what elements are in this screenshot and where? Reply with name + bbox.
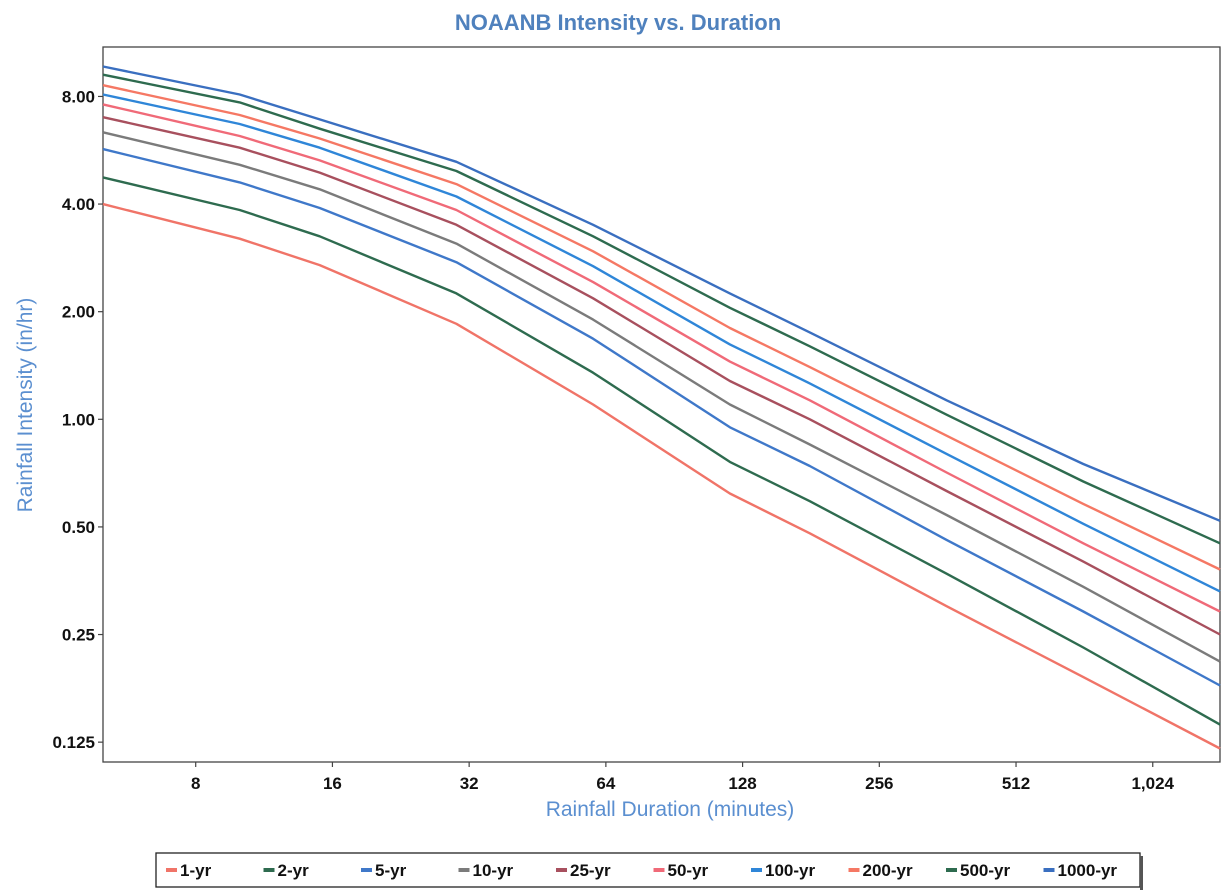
legend-label: 1-yr bbox=[180, 861, 212, 880]
plot-area bbox=[102, 46, 1221, 763]
legend-items: 1-yr 2-yr 5-yr 10-yr 25-yr 50-yr 100-yr 200-yr 5… bbox=[166, 861, 1117, 880]
legend-box bbox=[155, 852, 1141, 888]
series-line-5-yr bbox=[102, 147, 1221, 687]
legend-label: 50-yr bbox=[668, 861, 709, 880]
x-tick-label: 64 bbox=[596, 774, 615, 793]
x-tick-label: 128 bbox=[728, 774, 756, 793]
x-axis-ticks: 8 16 32 64 128 256 512 1,024 bbox=[191, 762, 1175, 793]
y-tick-label: 0.50 bbox=[62, 518, 95, 537]
x-axis-label: Rainfall Duration (minutes) bbox=[546, 798, 795, 821]
series-line-1-yr bbox=[102, 202, 1221, 750]
y-tick-label: 8.00 bbox=[62, 87, 95, 106]
legend: 1-yr 2-yr 5-yr 10-yr 25-yr 50-yr 100-yr 200-yr 5… bbox=[155, 852, 1143, 890]
series-line-1000-yr bbox=[102, 65, 1221, 522]
y-tick-label: 0.125 bbox=[52, 733, 95, 752]
x-tick-label: 256 bbox=[865, 774, 893, 793]
series-line-500-yr bbox=[102, 73, 1221, 545]
x-tick-label: 512 bbox=[1002, 774, 1030, 793]
legend-label: 2-yr bbox=[278, 861, 310, 880]
y-tick-label: 4.00 bbox=[62, 195, 95, 214]
chart-title: NOAANB Intensity vs. Duration bbox=[455, 10, 781, 35]
legend-label: 200-yr bbox=[863, 861, 913, 880]
legend-label: 25-yr bbox=[570, 861, 611, 880]
y-axis-label: Rainfall Intensity (in/hr) bbox=[14, 298, 37, 513]
x-tick-label: 16 bbox=[323, 774, 342, 793]
legend-label: 500-yr bbox=[960, 861, 1010, 880]
series-line-100-yr bbox=[102, 93, 1221, 593]
legend-label: 100-yr bbox=[765, 861, 815, 880]
series-line-2-yr bbox=[102, 176, 1221, 726]
x-tick-label: 1,024 bbox=[1131, 774, 1174, 793]
legend-label: 1000-yr bbox=[1058, 861, 1118, 880]
series-line-200-yr bbox=[102, 84, 1221, 571]
x-tick-label: 32 bbox=[460, 774, 479, 793]
legend-label: 5-yr bbox=[375, 861, 407, 880]
legend-label: 10-yr bbox=[473, 861, 514, 880]
series-lines bbox=[102, 65, 1221, 750]
x-tick-label: 8 bbox=[191, 774, 200, 793]
series-line-10-yr bbox=[102, 131, 1221, 663]
y-tick-label: 1.00 bbox=[62, 410, 95, 429]
legend-shadow bbox=[1140, 856, 1143, 890]
series-line-25-yr bbox=[102, 116, 1221, 636]
y-tick-label: 2.00 bbox=[62, 303, 95, 322]
y-axis-ticks: 0.125 0.25 0.50 1.00 2.00 4.00 8.00 bbox=[52, 87, 103, 752]
y-tick-label: 0.25 bbox=[62, 626, 95, 645]
series-line-50-yr bbox=[102, 103, 1221, 613]
